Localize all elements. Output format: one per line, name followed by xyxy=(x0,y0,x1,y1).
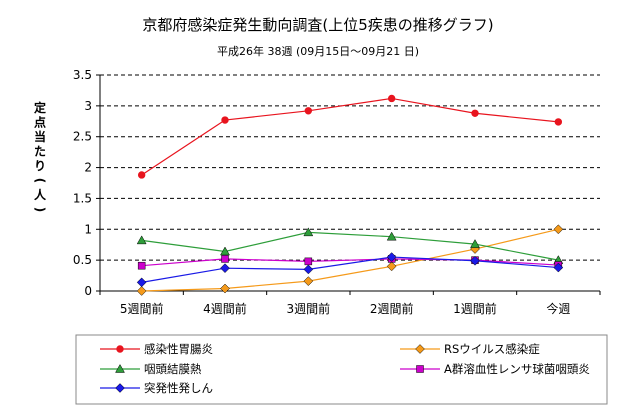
data-point xyxy=(221,264,230,273)
data-point xyxy=(137,236,146,244)
legend-label: RSウイルス感染症 xyxy=(444,342,540,356)
data-point xyxy=(388,95,394,101)
data-point xyxy=(387,262,396,271)
data-point xyxy=(555,119,561,125)
data-point xyxy=(138,262,145,269)
y-axis-label-char: り xyxy=(34,159,46,173)
data-point xyxy=(137,287,146,296)
y-tick-label: 1 xyxy=(84,222,92,236)
y-tick-label: 2.5 xyxy=(73,130,92,144)
series-5 xyxy=(137,253,563,287)
data-point xyxy=(221,284,230,293)
data-point xyxy=(304,265,313,274)
chart-canvas: 京都府感染症発生動向調査(上位5疾患の推移グラフ) 平成26年 38週 (09月… xyxy=(0,0,640,415)
x-tick-label: 5週間前 xyxy=(120,301,164,316)
series-line xyxy=(142,232,559,260)
series-3 xyxy=(137,228,563,264)
y-tick-label: 2 xyxy=(84,161,92,175)
x-tick-label: 1週間前 xyxy=(453,301,497,316)
chart-subtitle: 平成26年 38週 (09月15日～09月21 日) xyxy=(217,44,419,58)
x-tick-label: 4週間前 xyxy=(203,301,247,316)
data-point xyxy=(222,255,229,262)
y-axis-label-char: 点 xyxy=(34,115,46,130)
legend-label: 突発性発しん xyxy=(144,381,213,395)
legend-label: 感染性胃腸炎 xyxy=(144,342,213,356)
y-axis-label-char: ( xyxy=(33,178,47,183)
legend-marker xyxy=(117,346,123,352)
x-tick-label: 2週間前 xyxy=(370,301,414,316)
y-axis-label-char: ) xyxy=(33,207,47,212)
series-group xyxy=(137,95,563,295)
y-axis-ticks: 0 0.5 1 1.5 2 2.5 3 3.5 xyxy=(73,68,100,298)
y-axis-label-char: 人 xyxy=(34,187,47,202)
y-tick-label: 3.5 xyxy=(73,68,92,82)
y-tick-label: 0.5 xyxy=(73,253,92,267)
data-point xyxy=(554,225,563,234)
legend-label: 咽頭結膜熱 xyxy=(144,362,202,376)
gridlines xyxy=(100,75,600,260)
y-axis-label-char: た xyxy=(34,145,46,159)
y-axis-label-char: 当 xyxy=(34,129,46,144)
plot-axes xyxy=(100,75,600,291)
x-tick-label: 今週 xyxy=(546,301,570,316)
data-point xyxy=(138,172,144,178)
data-point xyxy=(472,110,478,116)
y-tick-label: 1.5 xyxy=(73,191,92,205)
x-axis-ticks: 5週間前 4週間前 3週間前 2週間前 1週間前 今週 xyxy=(100,291,600,316)
chart-title: 京都府感染症発生動向調査(上位5疾患の推移グラフ) xyxy=(142,16,493,34)
x-tick-label: 3週間前 xyxy=(287,301,331,316)
data-point xyxy=(137,278,146,287)
data-point xyxy=(304,277,313,286)
y-tick-label: 0 xyxy=(84,284,92,298)
legend-marker xyxy=(417,366,424,373)
legend-label: A群溶血性レンサ球菌咽頭炎 xyxy=(444,362,590,376)
y-tick-label: 3 xyxy=(84,99,92,113)
data-point xyxy=(222,117,228,123)
data-point xyxy=(305,258,312,265)
data-point xyxy=(305,108,311,114)
y-axis-label-char: 定 xyxy=(34,100,46,115)
